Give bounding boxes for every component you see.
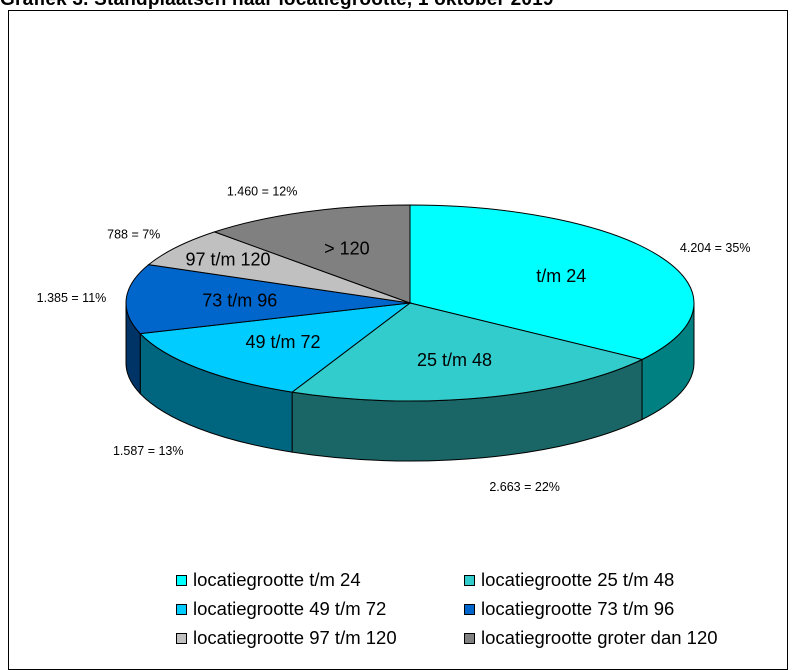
legend-item-5: locatiegrootte groter dan 120 [464, 626, 718, 650]
legend-item-1: locatiegrootte 25 t/m 48 [464, 568, 674, 592]
pie-slice-0 [409, 204, 695, 361]
legend-swatch-5 [464, 632, 475, 644]
legend-item-2: locatiegrootte 49 t/m 72 [176, 597, 386, 621]
data-label-0: 4.204 = 35% [680, 241, 751, 255]
data-label-5: 1.460 = 12% [227, 185, 298, 199]
pie-slice-3 [125, 264, 411, 335]
legend-label-3: locatiegrootte 73 t/m 96 [481, 598, 675, 619]
pie-slice-4 [147, 231, 411, 304]
data-label-3: 1.385 = 11% [37, 291, 107, 305]
legend-label-1: locatiegrootte 25 t/m 48 [481, 569, 675, 590]
legend-label-5: locatiegrootte groter dan 120 [481, 627, 718, 648]
pie-slice-1 [290, 302, 644, 402]
pie-chart: t/m 24 25 t/m 48 49 t/m 72 73 t/m 96 97 t/m … [37, 185, 751, 494]
legend-swatch-2 [176, 603, 187, 615]
slice-label-5: > 120 [324, 238, 370, 258]
legend-swatch-0 [176, 574, 187, 586]
data-label-1: 2.663 = 22% [489, 480, 560, 494]
legend-label-0: locatiegrootte t/m 24 [193, 569, 361, 590]
data-label-2: 1.587 = 13% [113, 444, 184, 458]
legend-swatch-4 [176, 632, 187, 644]
legend-swatch-1 [464, 574, 475, 586]
pie-slice-2 [139, 302, 412, 393]
slice-label-0: t/m 24 [536, 266, 586, 286]
legend-label-4: locatiegrootte 97 t/m 120 [193, 627, 397, 648]
legend-item-3: locatiegrootte 73 t/m 96 [464, 597, 674, 621]
legend-item-0: locatiegrootte t/m 24 [176, 568, 361, 592]
legend-label-2: locatiegrootte 49 t/m 72 [193, 598, 387, 619]
legend-swatch-3 [464, 603, 475, 615]
slice-label-2: 49 t/m 72 [246, 332, 321, 352]
slice-label-1: 25 t/m 48 [417, 350, 492, 370]
chart-title: Grafiek 3. Standplaatsen naar locatiegro… [0, 0, 798, 11]
slice-label-3: 73 t/m 96 [202, 291, 277, 311]
legend-item-4: locatiegrootte 97 t/m 120 [176, 626, 397, 650]
slice-label-4: 97 t/m 120 [186, 249, 271, 269]
data-label-4: 788 = 7% [107, 228, 160, 242]
pie-slice-5 [213, 204, 411, 304]
